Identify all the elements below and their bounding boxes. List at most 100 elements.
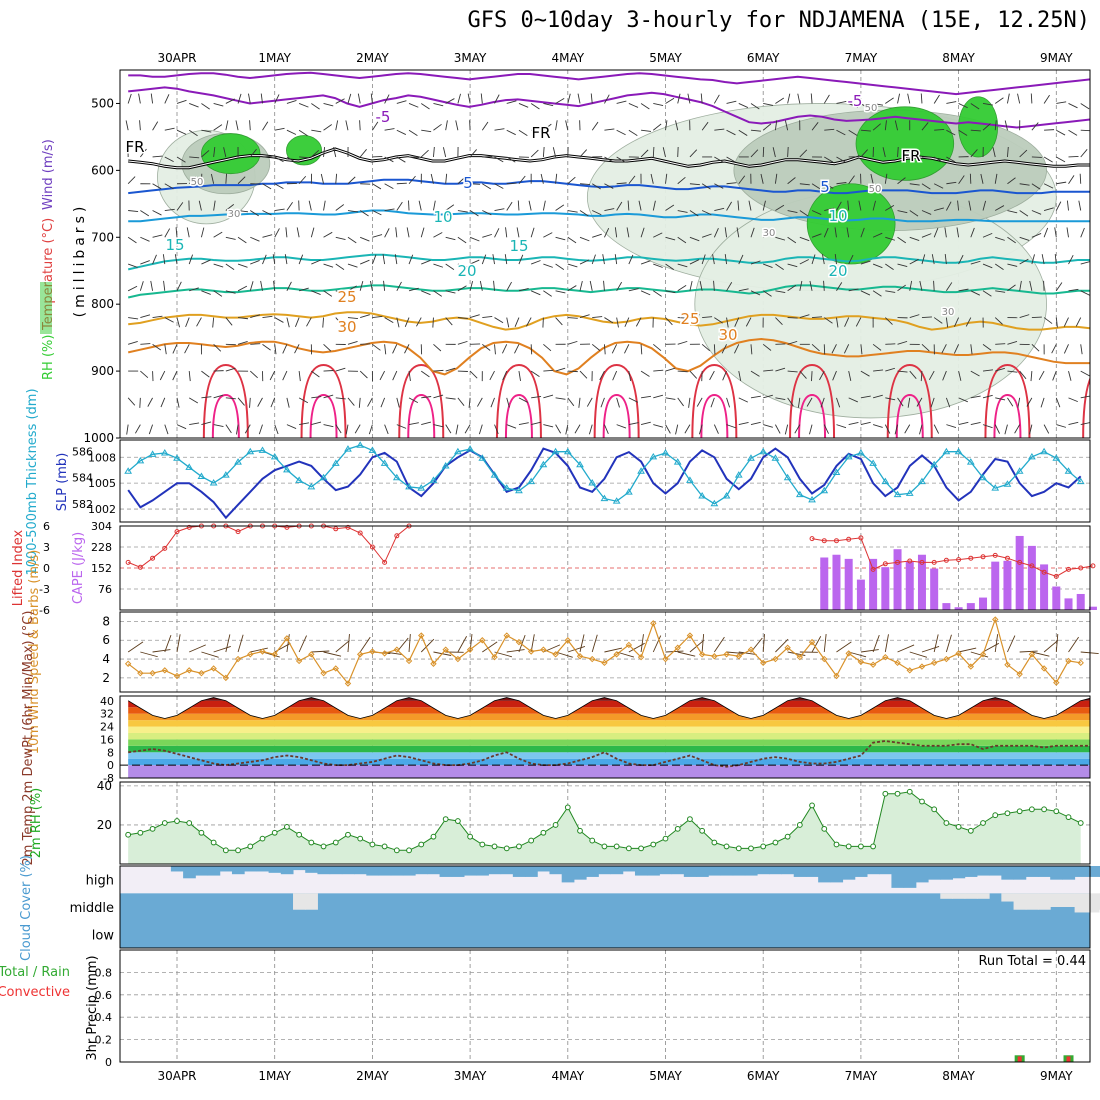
cloud-row-label: low bbox=[92, 928, 115, 943]
wind-barb bbox=[421, 290, 431, 296]
temp-plot bbox=[120, 697, 1090, 778]
heating-contour bbox=[691, 363, 738, 438]
wind-barb bbox=[665, 317, 673, 326]
temp-band bbox=[128, 739, 1090, 746]
rh-marker bbox=[210, 839, 217, 846]
wind-barb bbox=[518, 287, 529, 292]
lifted-index-marker bbox=[1004, 555, 1010, 561]
rh-marker bbox=[381, 843, 388, 850]
wind-barb bbox=[956, 227, 960, 238]
cloud-high-cell bbox=[341, 866, 355, 875]
wind-barb bbox=[591, 183, 601, 190]
wind-barb bbox=[127, 285, 138, 292]
cloud-high-cell bbox=[769, 866, 783, 875]
cape-bar bbox=[905, 561, 914, 610]
wind-barb bbox=[982, 263, 993, 269]
wind-barb bbox=[225, 98, 235, 104]
wind-barb bbox=[689, 236, 700, 242]
cloud-high-cell bbox=[366, 866, 380, 876]
wind-barb bbox=[811, 122, 819, 131]
thickness-marker bbox=[722, 491, 731, 499]
wind-speed-marker bbox=[869, 661, 877, 668]
cloud-high-cell bbox=[1025, 866, 1039, 877]
wind-barb bbox=[982, 200, 987, 211]
contour-label: 20 bbox=[828, 262, 847, 280]
wind-barb bbox=[944, 254, 947, 265]
cloud-high-cell bbox=[390, 866, 404, 876]
lifted-index-marker bbox=[980, 554, 986, 560]
wind-speed-marker bbox=[906, 667, 913, 674]
rh-axis-label: 2m RH (%) bbox=[29, 788, 44, 859]
wind-barb bbox=[724, 254, 728, 265]
wind-barb-10m bbox=[860, 649, 879, 653]
wind-barb bbox=[188, 371, 191, 382]
wind-barb bbox=[628, 254, 634, 265]
rh-marker bbox=[491, 843, 498, 850]
cloud-high-cell bbox=[293, 866, 306, 871]
wind-barb bbox=[600, 397, 605, 408]
wind-barb bbox=[335, 204, 345, 211]
wind-barb bbox=[152, 155, 163, 158]
cloud-high-cell bbox=[830, 866, 844, 883]
wind-barb bbox=[710, 397, 715, 408]
cloud-high-cell bbox=[231, 866, 245, 875]
heating-contour bbox=[984, 363, 1031, 438]
wind-barb bbox=[189, 156, 200, 159]
wind-barb-10m bbox=[762, 634, 765, 653]
wind-barb bbox=[213, 290, 223, 297]
thickness-marker bbox=[588, 478, 597, 486]
wind-barb bbox=[433, 146, 435, 158]
rh-marker bbox=[760, 843, 767, 850]
wind-barb bbox=[897, 210, 908, 214]
wind-barb bbox=[750, 129, 761, 132]
wind-barb bbox=[921, 316, 932, 319]
rh-marker bbox=[674, 825, 681, 832]
rh-marker bbox=[222, 847, 229, 854]
wind-barb bbox=[506, 317, 510, 328]
wind-barb-10m bbox=[164, 634, 172, 653]
wind-barb bbox=[335, 397, 346, 400]
wind-barb bbox=[763, 263, 773, 269]
wind-barb bbox=[249, 148, 257, 158]
wind-barb bbox=[775, 397, 786, 401]
cape-bar bbox=[1003, 560, 1012, 610]
wind-barb bbox=[799, 370, 807, 379]
wind-speed-marker bbox=[308, 651, 315, 658]
rh-marker bbox=[980, 820, 986, 826]
temp-band bbox=[128, 752, 1090, 759]
wind-label-group: 10m Wind Speed & Barbs (m/s) bbox=[27, 550, 42, 755]
wind-speed-marker bbox=[271, 651, 278, 658]
cape-bar bbox=[856, 579, 865, 610]
wind-barb bbox=[848, 129, 858, 136]
wind-barb bbox=[665, 424, 671, 434]
wind-barb bbox=[201, 421, 212, 426]
lifted-label-group: Lifted Index bbox=[11, 529, 26, 606]
wind-barb bbox=[237, 176, 246, 185]
wind-barb bbox=[689, 280, 693, 291]
cloud-high-cell bbox=[781, 866, 795, 875]
thickness-marker bbox=[478, 454, 487, 461]
precip-conv-bar bbox=[1017, 1056, 1022, 1062]
wind-barb bbox=[797, 397, 801, 408]
wind-barb bbox=[396, 182, 407, 185]
wind-barb-10m bbox=[933, 634, 939, 653]
wind-barb bbox=[628, 288, 639, 292]
thickness-marker bbox=[527, 477, 536, 485]
wind-barb bbox=[834, 254, 837, 265]
wind-barb bbox=[824, 156, 834, 163]
wind-barb bbox=[713, 94, 720, 104]
lifted-index-marker bbox=[895, 559, 901, 565]
cloud-high-cell bbox=[744, 866, 758, 876]
cape-bar bbox=[1027, 545, 1036, 610]
wind-barb bbox=[712, 254, 715, 265]
wind-barb bbox=[323, 290, 333, 297]
wind-barb bbox=[225, 397, 236, 400]
thickness-marker bbox=[307, 482, 316, 490]
wind-barb-10m bbox=[1055, 634, 1059, 653]
wind-barb bbox=[750, 395, 761, 399]
wind-barb bbox=[588, 424, 593, 435]
temp-axis-label: 2m Temp 2m DewPt (6hr Min/Max) (°C) bbox=[21, 611, 36, 866]
wind-barb bbox=[1029, 280, 1033, 291]
wind-barb bbox=[616, 281, 623, 292]
wind-barb bbox=[152, 210, 162, 216]
